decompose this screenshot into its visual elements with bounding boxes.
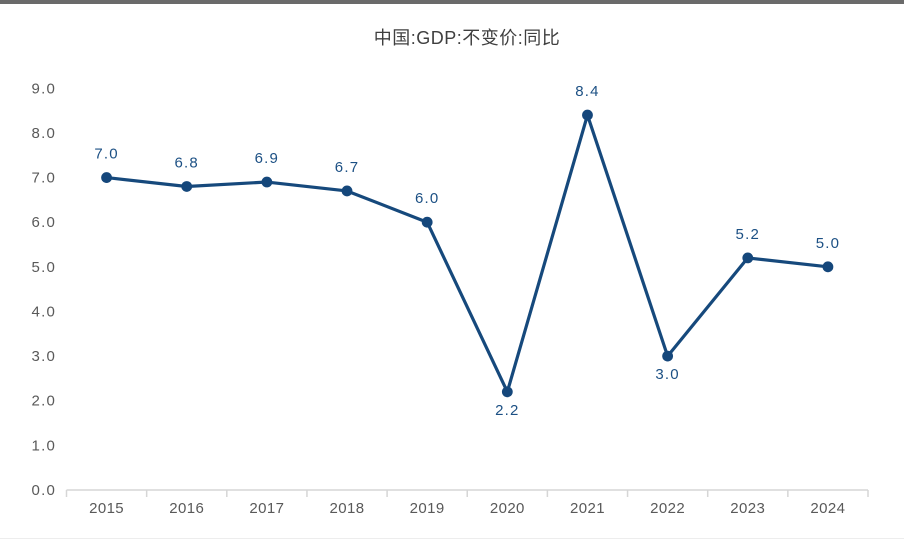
x-axis-label: 2016 [169, 500, 204, 517]
data-point [101, 172, 112, 183]
data-point [501, 386, 513, 398]
data-point [582, 109, 593, 121]
series-line [104, 113, 830, 394]
data-point-label: 6.7 [335, 159, 359, 176]
data-point-label: 5.0 [816, 235, 840, 252]
x-axis-label: 2022 [650, 500, 685, 517]
y-axis-label: 2.0 [32, 393, 56, 410]
data-point [181, 181, 193, 192]
data-point [421, 216, 433, 228]
data-point [662, 350, 674, 362]
data-point-label: 7.0 [94, 146, 118, 163]
chart-title: 中国:GDP:不变价:同比 [373, 28, 561, 48]
y-axis-label: 9.0 [32, 80, 56, 97]
x-axis-label: 2018 [330, 500, 365, 517]
data-point [742, 252, 754, 264]
x-axis-label: 2023 [730, 500, 765, 517]
y-axis-label: 7.0 [32, 170, 56, 187]
y-axis-label: 5.0 [32, 259, 56, 276]
data-point [261, 176, 273, 188]
data-point-label: 3.0 [655, 366, 679, 383]
x-axis-label: 2021 [570, 500, 605, 517]
data-point-label: 6.9 [255, 150, 279, 167]
x-axis-label: 2019 [410, 500, 445, 517]
y-axis-label: 8.0 [32, 125, 56, 142]
x-axis-label: 2017 [249, 500, 284, 517]
data-point [822, 261, 834, 273]
y-axis-label: 0.0 [32, 482, 56, 499]
y-axis-label: 6.0 [32, 214, 56, 231]
data-point-label: 6.8 [174, 154, 198, 171]
y-axis-label: 4.0 [32, 303, 56, 320]
data-point [341, 185, 353, 197]
data-point-label: 2.2 [495, 402, 519, 419]
x-axis-label: 2020 [490, 500, 525, 517]
y-axis-label: 3.0 [32, 348, 56, 365]
bottom-border-line [0, 538, 904, 539]
x-axis-label: 2024 [810, 500, 845, 517]
top-border-bar [0, 0, 904, 4]
data-point-label: 5.2 [736, 226, 760, 243]
x-axis-label: 2015 [89, 500, 124, 517]
data-point-label: 6.0 [415, 190, 439, 207]
y-axis-label: 1.0 [32, 437, 56, 454]
data-point-label: 8.4 [575, 83, 599, 100]
